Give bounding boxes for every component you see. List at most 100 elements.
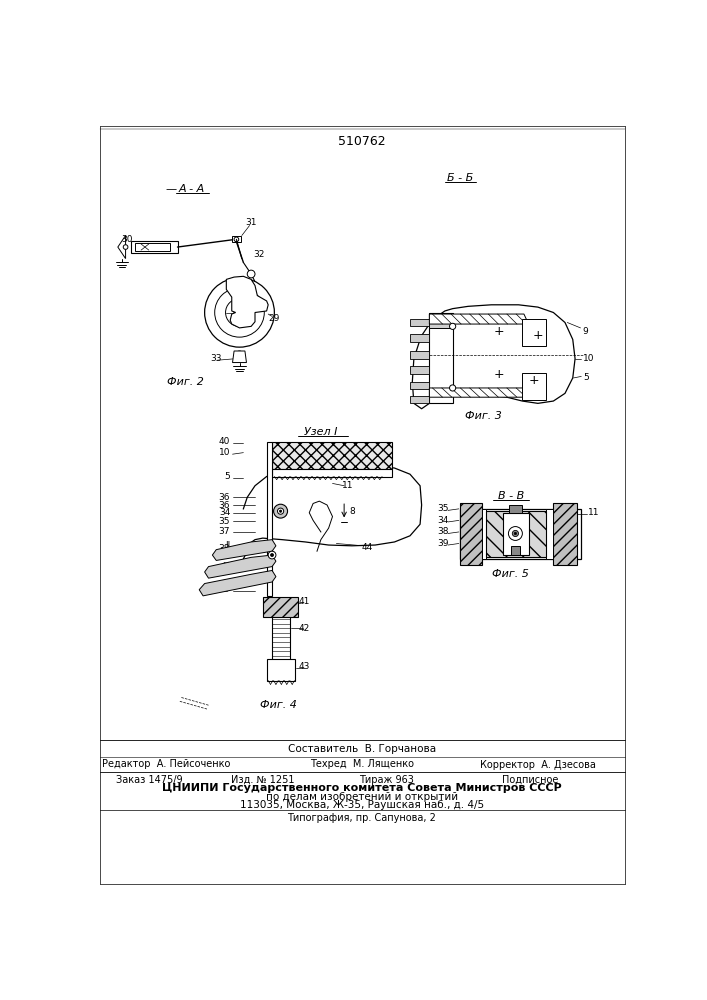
Text: Фиг. 3: Фиг. 3 <box>465 411 502 421</box>
Text: 5: 5 <box>583 373 588 382</box>
Text: 10: 10 <box>583 354 595 363</box>
Text: +: + <box>493 325 504 338</box>
Text: 510762: 510762 <box>338 135 386 148</box>
Text: 10: 10 <box>218 448 230 457</box>
Text: Техред  М. Лященко: Техред М. Лященко <box>310 759 414 769</box>
Text: 29: 29 <box>269 314 280 323</box>
Bar <box>131 241 177 253</box>
Text: 34: 34 <box>219 508 230 517</box>
Circle shape <box>234 237 239 242</box>
Circle shape <box>450 385 456 391</box>
Circle shape <box>235 351 243 359</box>
Bar <box>522 319 546 346</box>
Bar <box>410 366 429 374</box>
Circle shape <box>123 245 128 249</box>
Circle shape <box>234 307 245 318</box>
Bar <box>410 382 429 389</box>
Bar <box>460 509 580 559</box>
Text: 39: 39 <box>218 585 230 594</box>
Text: III: III <box>222 562 230 571</box>
Text: 35: 35 <box>437 504 449 513</box>
Bar <box>272 469 392 477</box>
Text: +: + <box>532 329 543 342</box>
Text: 33: 33 <box>211 354 222 363</box>
Text: Фиг. 5: Фиг. 5 <box>492 569 529 579</box>
Text: Тираж 963: Тираж 963 <box>359 775 414 785</box>
Polygon shape <box>212 540 276 560</box>
Polygon shape <box>226 276 268 328</box>
Bar <box>272 442 392 469</box>
Circle shape <box>268 551 276 559</box>
Circle shape <box>514 532 517 535</box>
Text: 30: 30 <box>122 235 133 244</box>
Text: Фиг. 4: Фиг. 4 <box>259 700 297 710</box>
Bar <box>267 442 272 596</box>
Text: +: + <box>493 368 504 381</box>
Text: Корректор  А. Дзесова: Корректор А. Дзесова <box>480 759 596 770</box>
Text: 32: 32 <box>253 250 264 259</box>
Text: 39: 39 <box>437 539 449 548</box>
Text: 38: 38 <box>218 544 230 553</box>
Bar <box>410 334 429 342</box>
Bar <box>267 659 296 681</box>
Text: 5: 5 <box>224 472 230 481</box>
Circle shape <box>204 278 274 347</box>
Bar <box>263 597 298 617</box>
Text: 41: 41 <box>298 597 310 606</box>
Circle shape <box>450 323 456 329</box>
Circle shape <box>513 530 518 537</box>
Text: 11: 11 <box>342 481 354 490</box>
Bar <box>510 546 520 555</box>
Text: 42: 42 <box>298 624 310 633</box>
Bar <box>522 373 546 400</box>
Text: Заказ 1475/9: Заказ 1475/9 <box>115 775 182 785</box>
Circle shape <box>215 288 264 337</box>
Text: В - В: В - В <box>498 491 524 501</box>
Text: 44: 44 <box>362 543 373 552</box>
Text: 8: 8 <box>224 551 230 560</box>
Bar <box>509 505 522 513</box>
Text: по делам изобретений и открытий: по делам изобретений и открытий <box>266 792 458 802</box>
Text: 35: 35 <box>218 517 230 526</box>
Text: 38: 38 <box>437 527 449 536</box>
Text: 36: 36 <box>218 493 230 502</box>
Text: 31: 31 <box>245 218 257 227</box>
Text: Подписное: Подписное <box>502 775 559 785</box>
Text: +: + <box>529 374 539 387</box>
Circle shape <box>238 311 241 314</box>
Text: 9: 9 <box>583 327 588 336</box>
Text: II: II <box>225 541 230 550</box>
Circle shape <box>271 554 274 557</box>
Text: 8: 8 <box>349 507 355 516</box>
Bar <box>486 511 546 557</box>
Polygon shape <box>429 314 529 324</box>
Polygon shape <box>233 351 247 363</box>
Polygon shape <box>204 555 276 578</box>
Circle shape <box>277 508 284 514</box>
Bar <box>546 509 554 559</box>
Text: Изд. № 1251: Изд. № 1251 <box>231 775 295 785</box>
Polygon shape <box>118 235 126 259</box>
Bar <box>410 396 429 403</box>
Text: ЦНИИПИ Государственного комитета Совета Министров СССР: ЦНИИПИ Государственного комитета Совета … <box>162 783 562 793</box>
Circle shape <box>274 504 288 518</box>
Text: А - А: А - А <box>178 184 204 194</box>
Text: Типография, пр. Сапунова, 2: Типография, пр. Сапунова, 2 <box>288 813 436 823</box>
Circle shape <box>279 510 281 512</box>
Circle shape <box>508 527 522 540</box>
Text: Б - Б: Б - Б <box>448 173 474 183</box>
Text: 34: 34 <box>438 516 449 525</box>
Text: 36: 36 <box>218 500 230 510</box>
Bar <box>429 312 452 403</box>
Bar <box>429 312 452 328</box>
Bar <box>554 503 577 565</box>
Text: Фиг. 2: Фиг. 2 <box>167 377 204 387</box>
Bar <box>410 351 429 359</box>
Text: 113035, Москва, Ж-35, Раушская наб., д. 4/5: 113035, Москва, Ж-35, Раушская наб., д. … <box>240 800 484 810</box>
Text: Узел I: Узел I <box>304 427 337 437</box>
Bar <box>135 243 170 251</box>
Circle shape <box>226 299 253 326</box>
Polygon shape <box>199 570 276 596</box>
Polygon shape <box>429 388 529 397</box>
Text: 37: 37 <box>218 527 230 536</box>
